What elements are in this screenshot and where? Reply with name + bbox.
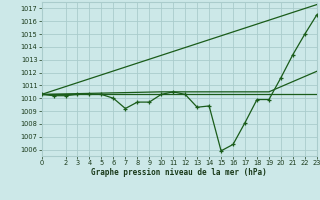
X-axis label: Graphe pression niveau de la mer (hPa): Graphe pression niveau de la mer (hPa)	[91, 168, 267, 177]
